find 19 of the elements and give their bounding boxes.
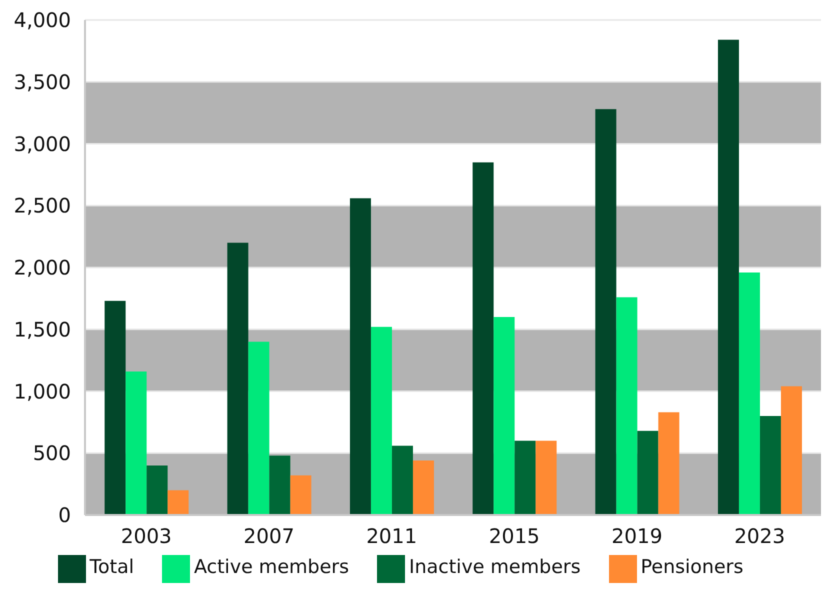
y-tick-label: 500 — [32, 441, 71, 466]
y-tick-label: 0 — [58, 503, 71, 528]
y-tick-label: 3,000 — [14, 132, 71, 156]
x-tick-label: 2019 — [612, 524, 662, 548]
legend-label: Pensioners — [640, 556, 744, 578]
legend-label: Total — [90, 556, 134, 578]
y-tick-label: 4,000 — [14, 8, 71, 32]
x-tick-label: 2015 — [488, 524, 540, 548]
y-tick-label: 1,500 — [14, 317, 71, 342]
x-tick-label: 2023 — [734, 524, 786, 548]
legend-label: Inactive members — [408, 556, 581, 578]
legend-label: Active members — [194, 556, 349, 578]
y-tick-label: 3,500 — [14, 70, 71, 94]
x-tick-label: 2011 — [366, 524, 418, 548]
y-tick-label: 1,000 — [14, 379, 71, 404]
x-tick-label: 2003 — [120, 524, 172, 548]
x-tick-label: 2007 — [244, 524, 294, 548]
y-tick-label: 2,000 — [14, 256, 71, 280]
y-tick-label: 2,500 — [14, 194, 71, 218]
